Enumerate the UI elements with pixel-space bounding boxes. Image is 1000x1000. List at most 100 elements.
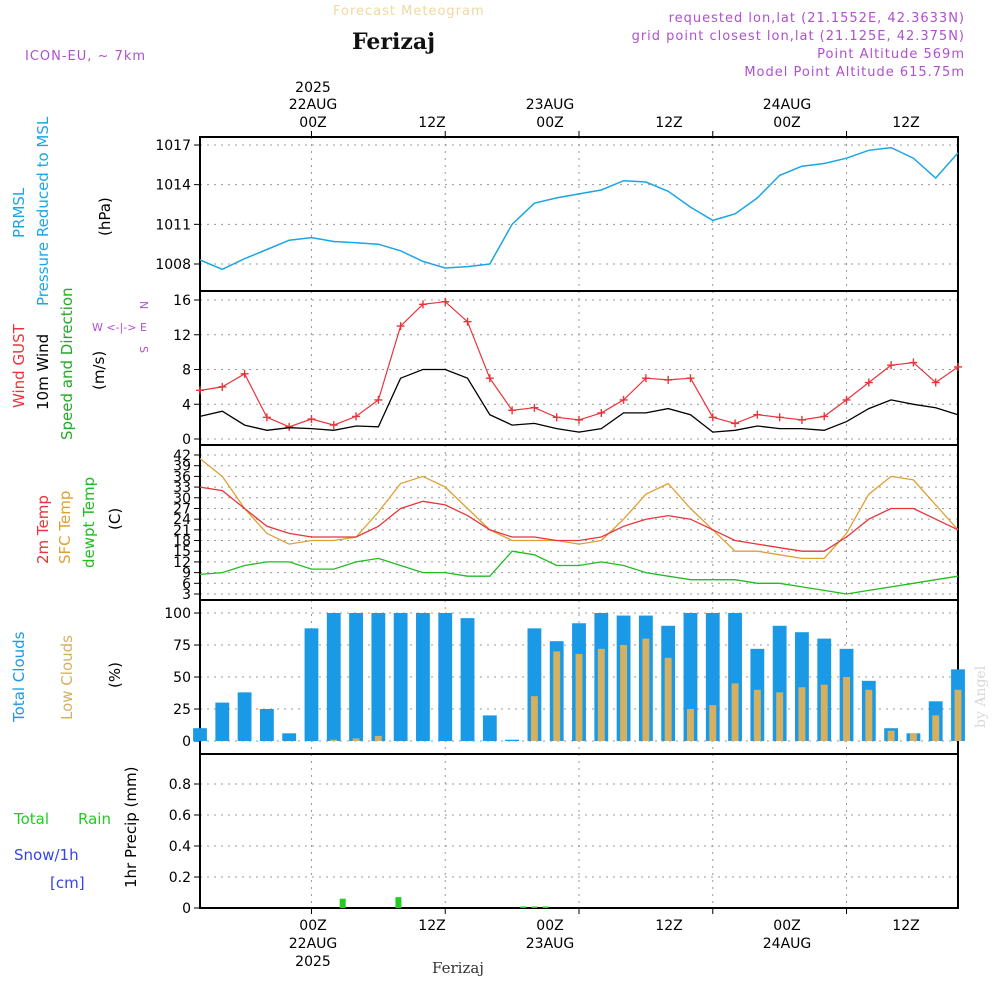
y-tick-label: 100	[164, 606, 191, 622]
gust-marker	[686, 374, 695, 383]
gust-marker	[508, 406, 517, 415]
y-tick-label: 1014	[155, 178, 191, 194]
low-cloud-bar	[530, 696, 538, 741]
total-cloud-bar	[304, 628, 319, 741]
y-tick-label: 12	[173, 555, 191, 571]
gust-marker	[708, 413, 717, 422]
y-tick-label: 75	[173, 638, 191, 654]
top-hour-4: 12Z	[655, 115, 682, 131]
wind-dir-label: Speed and Direction	[58, 287, 76, 440]
plot-area: 1008101110141017048121636912151821242730…	[155, 131, 965, 917]
y-tick-label: 12	[173, 328, 191, 344]
y-tick-label: 25	[173, 702, 191, 718]
y-tick-label: 36	[173, 469, 191, 485]
top-hour-2: 12Z	[418, 115, 445, 131]
wind-labels: Wind GUST 10m Wind Speed and Direction (…	[10, 287, 150, 440]
y-tick-label: 9	[182, 566, 191, 582]
low-cloud-bar	[932, 715, 940, 741]
y-tick-label: 0.2	[169, 870, 191, 886]
y-tick-label: 0.4	[169, 839, 191, 855]
t2m-line	[199, 486, 959, 552]
y-tick-label: 8	[182, 363, 191, 379]
bottom-hour-2: 12Z	[418, 918, 445, 934]
model-altitude: Model Point Altitude 615.75m	[744, 65, 965, 80]
precip-unit: 1hr Precip (mm)	[122, 767, 140, 888]
total-cloud-bar	[505, 739, 520, 741]
snow-label: Snow/1h	[14, 846, 79, 864]
gust-marker	[753, 410, 762, 419]
top-day-3: 24AUG	[763, 97, 812, 113]
point-altitude: Point Altitude 569m	[817, 47, 965, 62]
y-tick-label: 21	[173, 523, 191, 539]
gust-marker	[820, 412, 829, 421]
y-tick-label: 6	[182, 576, 191, 592]
total-clouds-label: Total Clouds	[10, 631, 28, 723]
gust-marker	[240, 369, 249, 378]
total-cloud-bar	[393, 613, 408, 741]
y-tick-label: 1017	[155, 138, 191, 154]
bottom-hour-3: 00Z	[536, 918, 563, 934]
bottom-time-axis: 00Z 12Z 00Z 12Z 00Z 12Z 22AUG 23AUG 24AU…	[289, 918, 920, 977]
gust-marker	[374, 395, 383, 404]
y-tick-label: 39	[173, 459, 191, 475]
pressure-labels: PRMSL Pressure Reduced to MSL (hPa)	[10, 116, 114, 306]
compass-we: W <-|-> E	[92, 321, 147, 334]
precip-labels: Total Rain Snow/1h [cm] 1hr Precip (mm)	[13, 767, 140, 892]
compass-n: N	[137, 301, 150, 309]
y-tick-label: 30	[173, 491, 191, 507]
y-tick-label: 4	[182, 397, 191, 413]
y-tick-label: 16	[173, 293, 191, 309]
rain-bar	[542, 906, 549, 908]
low-cloud-bar	[374, 735, 382, 741]
bottom-day-2: 23AUG	[526, 936, 575, 952]
y-tick-label: 0	[182, 901, 191, 917]
y-tick-label: 1008	[155, 257, 191, 273]
pressure-line	[199, 146, 959, 271]
low-cloud-bar	[909, 733, 917, 741]
bottom-day-1: 22AUG	[289, 936, 338, 952]
gust-marker	[196, 386, 204, 395]
sfc-temp-line	[199, 458, 959, 560]
cloud-labels: Total Clouds Low Clouds (%)	[10, 631, 124, 723]
gust-marker	[931, 378, 940, 387]
gust-marker	[285, 422, 294, 431]
low-cloud-bar	[687, 709, 694, 741]
low-cloud-bar	[620, 645, 628, 741]
y-tick-label: 24	[173, 512, 191, 528]
top-year: 2025	[295, 80, 331, 96]
low-cloud-bar	[843, 677, 850, 741]
gust-marker	[441, 297, 450, 306]
footer-location: Ferizaj	[432, 959, 484, 977]
y-tick-label: 15	[173, 544, 191, 560]
pressure-label-b: Pressure Reduced to MSL	[34, 116, 52, 306]
total-cloud-bar	[371, 613, 386, 741]
bottom-day-3: 24AUG	[763, 936, 812, 952]
y-tick-label: 0	[182, 734, 191, 750]
total-cloud-bar	[416, 613, 430, 741]
y-tick-label: 3	[182, 587, 191, 603]
t2m-label: 2m Temp	[34, 495, 52, 564]
gust-marker	[954, 362, 962, 371]
pressure-label-a: PRMSL	[10, 187, 28, 238]
gust-marker	[463, 317, 472, 326]
wind-line	[199, 368, 959, 433]
low-cloud-bar	[887, 730, 895, 741]
tsfc-label: SFC Temp	[56, 491, 74, 564]
temp-labels: 2m Temp SFC Temp dewpt Temp (C)	[34, 477, 124, 568]
bottom-hour-4: 12Z	[655, 918, 682, 934]
y-tick-label: 0.6	[169, 808, 191, 824]
gust-marker	[307, 415, 316, 424]
low-cloud-bar	[753, 689, 761, 741]
gust-marker	[530, 403, 539, 412]
gust-marker	[218, 382, 227, 391]
total-cloud-bar	[482, 715, 497, 741]
y-tick-label: 1011	[155, 217, 191, 233]
total-cloud-bar	[237, 692, 252, 741]
total-cloud-bar	[259, 709, 274, 741]
model-label: ICON-EU, ~ 7km	[25, 49, 146, 64]
bottom-hour-5: 00Z	[773, 918, 800, 934]
low-clouds-label: Low Clouds	[58, 635, 76, 720]
top-hour-3: 00Z	[536, 115, 563, 131]
top-time-axis: 2025 22AUG 23AUG 24AUG 00Z 12Z 00Z 12Z 0…	[289, 80, 920, 131]
low-cloud-bar	[575, 653, 583, 741]
